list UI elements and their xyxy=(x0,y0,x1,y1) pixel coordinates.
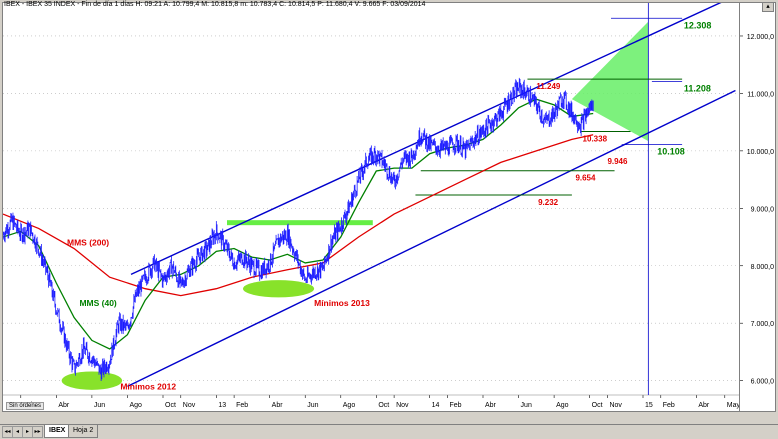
target-label: 11.208 xyxy=(684,83,711,93)
series-line-mms200 xyxy=(3,134,594,297)
level-label: 11.249 xyxy=(536,82,561,91)
plot-group xyxy=(3,3,736,395)
x-tick-label: Oct xyxy=(378,402,389,409)
zone-minimos-2012 xyxy=(61,371,123,390)
y-axis-panel[interactable]: 6.000,0 7.000,0 8.000,0 9.000,0 10.000,0 11.0… xyxy=(740,2,776,412)
price-bars xyxy=(3,77,594,381)
level-label: 9.654 xyxy=(575,174,596,183)
level-label: 9.946 xyxy=(607,157,628,166)
y-tick-label: 10.000,0 xyxy=(747,149,774,156)
channel-upper-line xyxy=(130,3,722,276)
plot-area[interactable]: Feb Abr Jun Ago Oct Nov 13 Feb Abr Jun Ago Oct Nov 14… xyxy=(2,2,741,412)
target-label: 12.308 xyxy=(684,20,712,30)
x-tick-label: Feb xyxy=(449,402,461,409)
target-label: 10.108 xyxy=(657,147,685,157)
y-tick-label: 8.000,0 xyxy=(751,264,774,271)
x-tick-label: Abr xyxy=(58,402,70,409)
y-tick-label: 7.000,0 xyxy=(751,321,774,328)
x-tick-label: Oct xyxy=(592,402,603,409)
x-tick-label: Ago xyxy=(129,402,142,409)
sheet-tabs: ◂◂ ◂ ▸ ▸▸ IBEX Hoja 2 xyxy=(0,424,778,439)
last-sheet-button[interactable]: ▸▸ xyxy=(32,426,43,438)
tab-ibex[interactable]: IBEX xyxy=(44,425,71,438)
y-axis: 6.000,0 7.000,0 8.000,0 9.000,0 10.000,0 11.0… xyxy=(740,34,774,386)
x-tick-label: Nov xyxy=(609,402,622,409)
level-label: 10.338 xyxy=(583,134,608,143)
y-tick-label: 9.000,0 xyxy=(751,206,774,213)
y-tick-label: 11.000,0 xyxy=(747,91,774,98)
x-tick-label: Feb xyxy=(236,402,248,409)
x-tick-label: Jun xyxy=(307,402,318,409)
annotation: Mínimos 2013 xyxy=(314,298,370,308)
x-tick-label: May xyxy=(727,402,739,409)
x-tick-label: Abr xyxy=(698,402,710,409)
x-tick-label: Jun xyxy=(521,402,532,409)
x-tick-label: Feb xyxy=(663,402,675,409)
tab-hoja-2[interactable]: Hoja 2 xyxy=(68,425,99,438)
x-tick-label: 13 xyxy=(218,402,226,409)
x-tick-label: 15 xyxy=(645,402,653,409)
annotation: MMS (200) xyxy=(67,238,109,248)
y-tick-label: 6.000,0 xyxy=(751,379,774,386)
level-label: 9.232 xyxy=(538,198,559,207)
x-tick-label: Nov xyxy=(396,402,409,409)
orders-status: Sin órdenes xyxy=(6,402,45,410)
annotation: MMS (40) xyxy=(79,298,116,308)
channel-lower-line xyxy=(127,89,736,388)
zone-minimos-2013 xyxy=(242,280,315,298)
y-tick-label: 12.000,0 xyxy=(747,34,774,41)
window-title: IBEX - IBEX 35 INDEX - Fin de día 1 días… xyxy=(4,1,426,8)
annotation: Mínimos 2012 xyxy=(120,381,176,391)
x-tick-label: Ago xyxy=(556,402,569,409)
target-triangle xyxy=(571,21,649,142)
scroll-up-button[interactable]: ▴ xyxy=(762,2,774,12)
x-tick-label: Ago xyxy=(343,402,356,409)
x-tick-label: 14 xyxy=(432,402,440,409)
x-tick-label: Nov xyxy=(183,402,196,409)
x-tick-label: Jun xyxy=(94,402,105,409)
price-chart[interactable]: Feb Abr Jun Ago Oct Nov 13 Feb Abr Jun Ago Oct Nov 14… xyxy=(3,3,741,411)
resistance-band xyxy=(227,220,373,226)
x-tick-label: Abr xyxy=(485,402,497,409)
x-tick-label: Abr xyxy=(272,402,284,409)
x-tick-label: Oct xyxy=(165,402,176,409)
